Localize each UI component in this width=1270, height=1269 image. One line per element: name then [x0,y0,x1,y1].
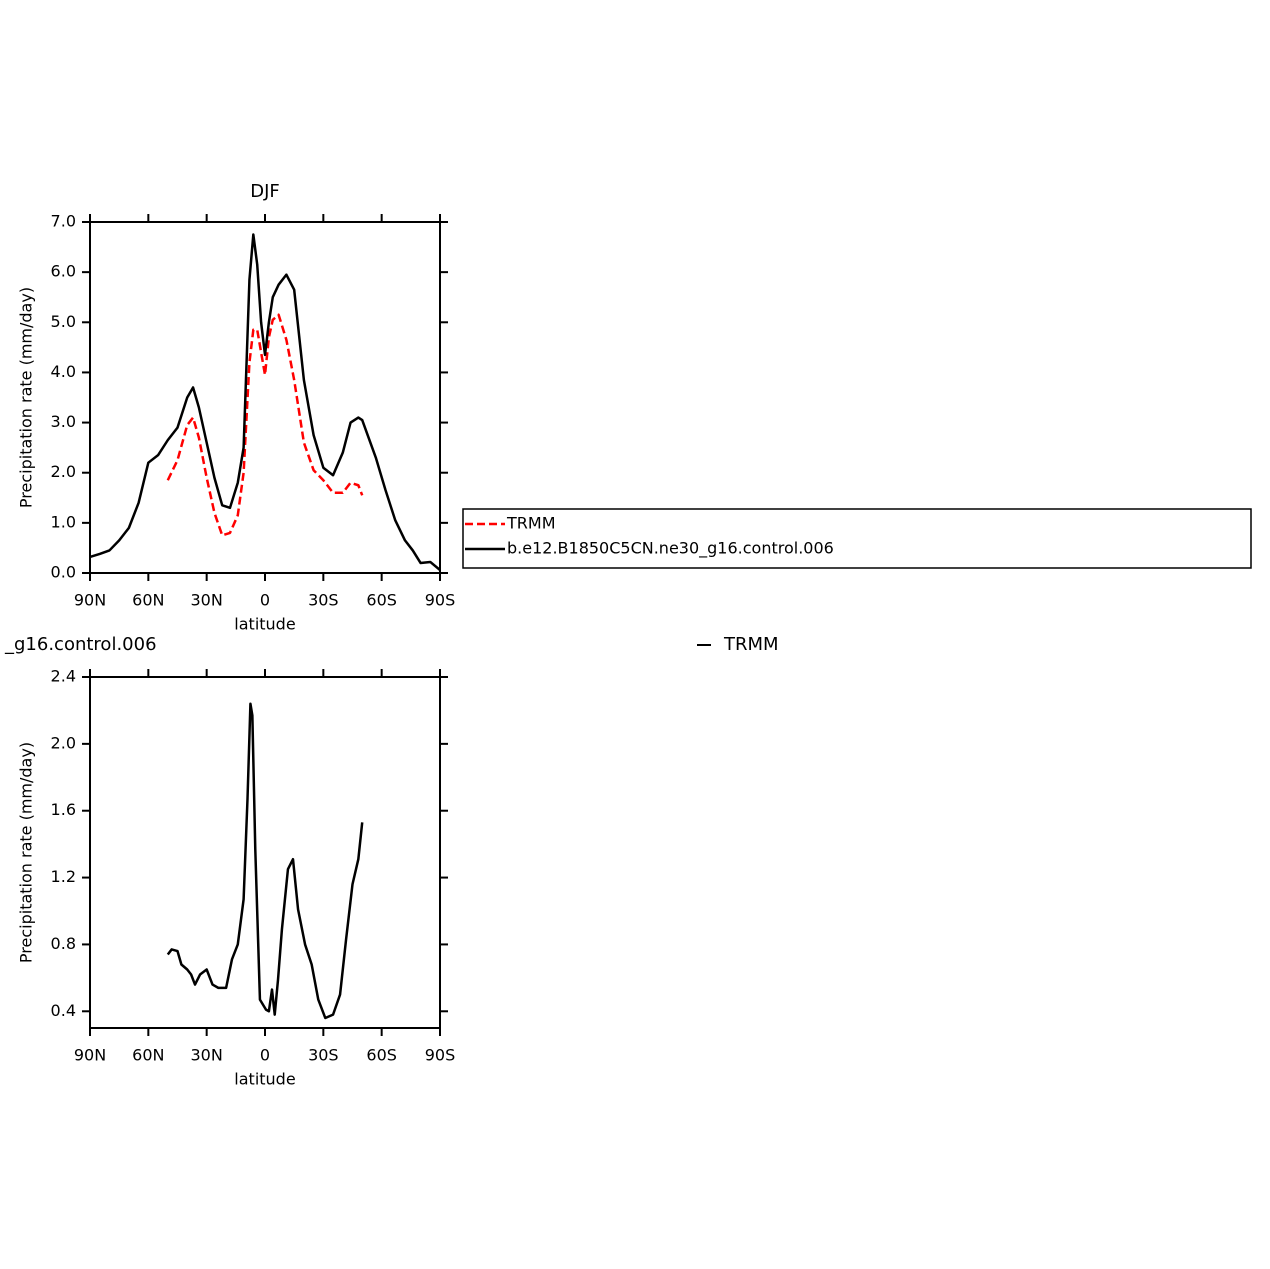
y-tick-label: 5.0 [51,312,76,331]
y-tick-label: 0.0 [51,563,76,582]
x-tick-label: 60S [366,591,397,610]
chart-title-left: _g16.control.006 [4,634,157,655]
y-tick-label: 2.4 [51,667,76,686]
x-tick-label: 30S [308,591,339,610]
x-tick-label: 60N [132,1046,164,1065]
x-tick-label: 90N [74,591,106,610]
x-tick-label: 90S [425,591,456,610]
legend-label: b.e12.B1850C5CN.ne30_g16.control.006 [507,539,834,559]
y-tick-label: 7.0 [51,212,76,231]
y-tick-label: 2.0 [51,462,76,481]
legend-label: TRMM [506,514,556,533]
x-tick-label: 60N [132,591,164,610]
x-axis-label: latitude [234,615,295,634]
y-axis-label: Precipitation rate (mm/day) [17,742,36,963]
series-line [89,233,441,571]
legend-box [462,508,1252,569]
x-tick-label: 60S [366,1046,397,1065]
x-tick-label: 90N [74,1046,106,1065]
y-tick-label: 0.8 [51,934,76,953]
plot-frame [89,221,441,574]
x-tick-label: 30N [191,1046,223,1065]
x-tick-label: 30S [308,1046,339,1065]
y-tick-label: 0.4 [51,1001,76,1020]
plot-frame [89,676,441,1029]
x-axis-label: latitude [234,1070,295,1089]
series-line [166,702,364,1020]
x-tick-label: 90S [425,1046,456,1065]
chart-title: DJF [250,181,280,202]
x-tick-label: 30N [191,591,223,610]
x-tick-label: 0 [260,591,270,610]
y-tick-label: 1.2 [51,867,76,886]
y-axis-label: Precipitation rate (mm/day) [17,287,36,508]
y-tick-label: 3.0 [51,412,76,431]
y-tick-label: 1.6 [51,800,76,819]
y-tick-label: 1.0 [51,512,76,531]
y-tick-label: 2.0 [51,733,76,752]
chart-title-right: TRMM [723,634,779,655]
y-tick-label: 6.0 [51,262,76,281]
x-tick-label: 0 [260,1046,270,1065]
y-tick-label: 4.0 [51,362,76,381]
